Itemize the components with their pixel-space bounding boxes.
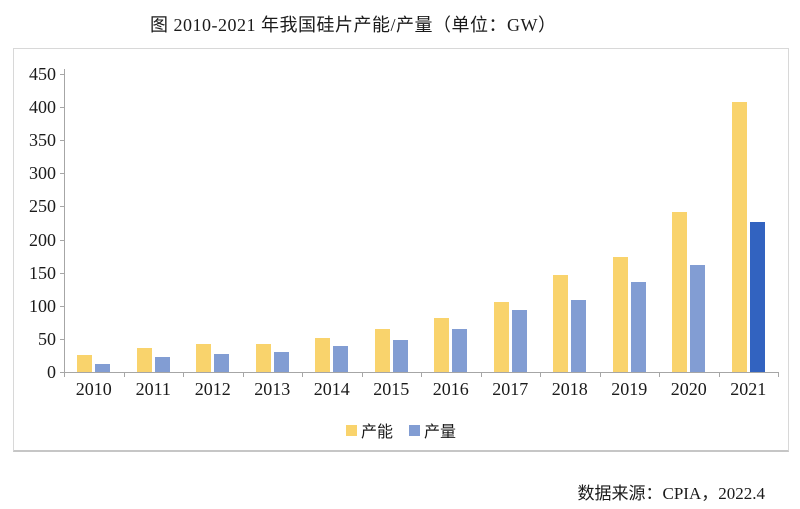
bar-group <box>64 74 124 372</box>
y-axis-tick <box>60 206 65 208</box>
y-axis-tick-label: 350 <box>29 130 56 151</box>
chart-area: 2010 2011 2012 2013 2014 2015 2016 2017 2018 2019… <box>13 48 789 452</box>
y-axis-tick-label: 250 <box>29 196 56 217</box>
bar-capacity <box>77 355 93 372</box>
y-axis-tick <box>60 272 65 274</box>
legend-item-capacity: 产能 <box>345 418 393 442</box>
x-axis-tick <box>123 372 125 377</box>
bar-capacity <box>255 343 271 372</box>
legend-item-production: 产量 <box>409 418 456 442</box>
y-axis <box>64 69 65 372</box>
y-axis-tick-label: 150 <box>29 262 56 283</box>
x-axis-tick <box>421 372 422 377</box>
x-axis-label: 2011 <box>135 379 171 399</box>
y-axis-tick-label: 200 <box>29 229 56 250</box>
x-axis-tick <box>540 372 541 377</box>
bar-group <box>302 74 362 372</box>
bar-capacity <box>374 328 390 372</box>
x-axis-tick <box>242 372 244 377</box>
bar-group <box>421 74 481 372</box>
y-axis-tick <box>60 239 65 241</box>
x-axis-tick <box>599 372 601 377</box>
bar-capacity <box>315 338 331 372</box>
bar-capacity <box>672 212 688 372</box>
bar-capacity <box>553 274 569 372</box>
y-axis-tick-label: 0 <box>47 362 56 382</box>
x-axis-tick <box>659 372 660 377</box>
y-axis-tick-label: 300 <box>29 163 56 184</box>
y-axis-tick-label: 100 <box>29 295 56 316</box>
bar-group <box>362 74 422 372</box>
x-axis-tick <box>64 372 65 377</box>
bar-production <box>333 345 349 372</box>
bar-group <box>183 74 243 372</box>
bar-group <box>481 74 541 372</box>
x-axis-label: 2012 <box>194 379 231 399</box>
legend-label-capacity: 产能 <box>360 424 393 441</box>
chart-title: 图 2010-2021 年我国硅片产能/产量（单位：GW） <box>150 15 557 35</box>
x-axis-label: 2020 <box>670 379 707 399</box>
y-axis-tick <box>60 372 65 373</box>
y-axis-tick <box>60 173 65 175</box>
bar-groups <box>64 74 778 372</box>
bar-production <box>452 328 468 372</box>
bar-capacity <box>196 344 212 372</box>
bar-production <box>95 364 111 372</box>
bar-production <box>690 265 706 372</box>
y-axis-tick-label: 50 <box>38 328 56 349</box>
legend: 产能 产量 <box>14 418 788 442</box>
y-axis-tick-label: 400 <box>29 97 56 118</box>
data-source-note: 数据来源：CPIA，2022.4 <box>577 484 765 503</box>
y-axis-tick <box>60 107 65 109</box>
y-axis-tick <box>60 140 65 142</box>
x-axis-tick <box>183 372 184 377</box>
bar-capacity <box>612 256 628 372</box>
bar-production <box>273 352 289 372</box>
x-axis-label: 2015 <box>373 379 410 399</box>
bar-capacity <box>731 101 747 372</box>
x-axis-tick <box>361 372 363 377</box>
bar-production <box>154 357 170 372</box>
x-axis-tick <box>480 372 482 377</box>
bar-group <box>600 74 660 372</box>
bar-production <box>214 354 230 372</box>
bar-group <box>243 74 303 372</box>
bar-production <box>571 300 587 372</box>
bar-production <box>749 221 765 372</box>
bar-production <box>392 339 408 372</box>
x-axis-label: 2014 <box>313 379 350 399</box>
y-axis-tick <box>60 305 65 307</box>
x-axis-tick <box>778 372 779 377</box>
legend-swatch-production <box>409 424 420 436</box>
bar-capacity <box>493 301 509 372</box>
x-axis-label: 2019 <box>611 379 648 399</box>
y-axis-tick <box>60 338 65 340</box>
legend-swatch-capacity <box>345 424 357 436</box>
x-axis-label: 2021 <box>730 379 767 399</box>
bar-group <box>540 74 600 372</box>
y-axis-tick-label: 450 <box>29 64 56 84</box>
legend-label-production: 产量 <box>424 424 457 441</box>
y-axis-tick <box>60 74 65 75</box>
x-axis-label: 2018 <box>551 379 588 399</box>
bar-capacity <box>136 347 152 372</box>
bar-group <box>719 74 779 372</box>
x-axis-label: 2016 <box>432 379 469 399</box>
x-axis-labels: 2010 2011 2012 2013 2014 2015 2016 2017 2018 2019… <box>64 379 778 400</box>
x-axis-label: 2013 <box>254 379 291 399</box>
bar-group <box>659 74 719 372</box>
x-axis-label: 2010 <box>75 379 112 399</box>
x-axis-label: 2017 <box>492 379 529 399</box>
bar-group <box>124 74 184 372</box>
bar-production <box>630 281 646 372</box>
bar-production <box>511 310 527 372</box>
x-axis-tick <box>302 372 303 377</box>
bar-capacity <box>434 317 450 372</box>
x-axis-tick <box>718 372 720 377</box>
